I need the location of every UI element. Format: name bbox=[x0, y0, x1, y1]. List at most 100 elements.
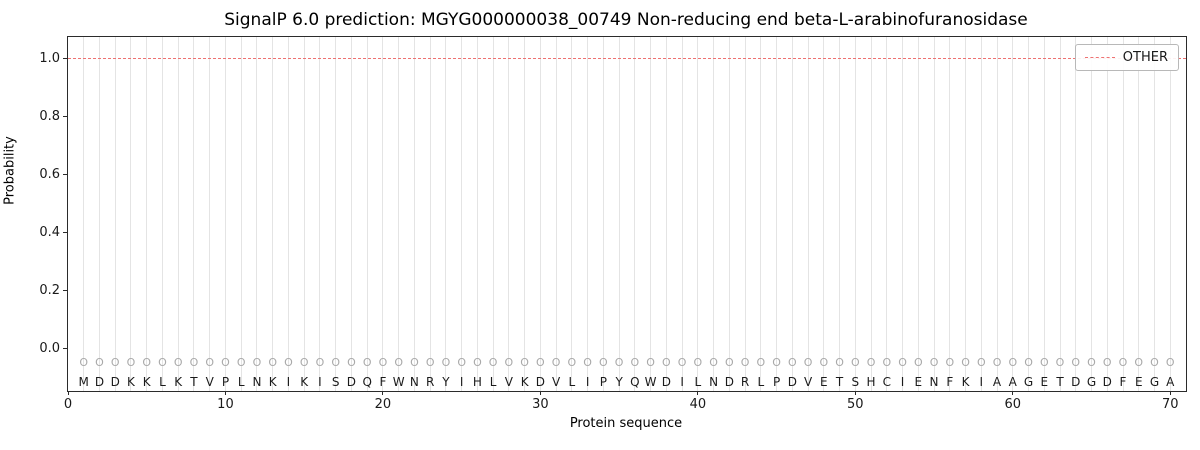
residue-gridline bbox=[146, 37, 148, 391]
residue-marker: O bbox=[567, 356, 577, 370]
y-tick-label: 0.4 bbox=[39, 224, 60, 240]
residue-letter: C bbox=[882, 374, 891, 389]
residue-letter: W bbox=[644, 374, 657, 389]
residue-letter: P bbox=[221, 374, 230, 389]
residue-marker: O bbox=[221, 356, 230, 370]
residue-gridline bbox=[224, 37, 226, 391]
residue-gridline bbox=[508, 37, 510, 391]
residue-marker: O bbox=[1071, 356, 1081, 370]
y-tick-label: 0.8 bbox=[39, 108, 60, 124]
residue-gridline bbox=[319, 37, 321, 391]
residue-marker: O bbox=[1102, 356, 1112, 370]
residue-letter: E bbox=[820, 374, 828, 389]
x-tick-mark bbox=[224, 391, 226, 395]
residue-gridline bbox=[650, 37, 652, 391]
residue-letter: H bbox=[472, 374, 482, 389]
residue-gridline bbox=[902, 37, 904, 391]
residue-gridline bbox=[303, 37, 305, 391]
residue-gridline bbox=[965, 37, 967, 391]
residue-letter: K bbox=[300, 374, 309, 389]
y-tick-mark bbox=[63, 116, 67, 118]
residue-marker: O bbox=[315, 356, 325, 370]
residue-marker: O bbox=[110, 356, 120, 370]
legend-dashed-line-icon bbox=[1084, 57, 1115, 58]
x-tick-mark bbox=[1012, 391, 1014, 395]
y-tick-label: 1.0 bbox=[39, 50, 60, 66]
residue-gridline bbox=[1012, 37, 1014, 391]
residue-gridline bbox=[524, 37, 526, 391]
residue-letter: A bbox=[1008, 374, 1017, 389]
residue-letter: K bbox=[520, 374, 529, 389]
residue-gridline bbox=[1106, 37, 1108, 391]
residue-letter: V bbox=[205, 374, 214, 389]
x-tick-mark bbox=[67, 391, 69, 395]
residue-letter: S bbox=[331, 374, 340, 389]
y-tick-mark bbox=[63, 232, 67, 234]
residue-gridline bbox=[602, 37, 604, 391]
residue-letter: G bbox=[1023, 374, 1034, 389]
residue-marker: O bbox=[599, 356, 608, 370]
residue-letter: L bbox=[489, 374, 497, 389]
residue-marker: O bbox=[913, 356, 923, 370]
residue-gridline bbox=[161, 37, 163, 391]
residue-letter: A bbox=[1166, 374, 1175, 389]
legend: OTHER bbox=[1074, 44, 1179, 71]
residue-gridline bbox=[697, 37, 699, 391]
y-tick-mark bbox=[63, 58, 67, 60]
residue-marker: O bbox=[425, 356, 435, 370]
residue-letter: S bbox=[851, 374, 860, 389]
residue-marker: O bbox=[819, 356, 829, 370]
residue-gridline bbox=[287, 37, 289, 391]
residue-marker: O bbox=[929, 356, 939, 370]
residue-gridline bbox=[1154, 37, 1155, 391]
residue-marker: O bbox=[945, 356, 955, 370]
residue-marker: O bbox=[205, 356, 215, 370]
residue-letter: T bbox=[1056, 374, 1064, 389]
residue-letter: F bbox=[1119, 374, 1127, 389]
residue-letter: V bbox=[803, 374, 813, 389]
residue-marker: O bbox=[693, 356, 703, 370]
residue-marker: O bbox=[961, 356, 970, 370]
x-tick-label: 30 bbox=[532, 397, 549, 412]
residue-marker: O bbox=[677, 356, 687, 370]
residue-gridline bbox=[776, 37, 778, 391]
residue-gridline bbox=[1043, 37, 1045, 391]
residue-gridline bbox=[413, 37, 415, 391]
residue-letter: D bbox=[535, 374, 546, 389]
residue-letter: K bbox=[268, 374, 277, 389]
residue-letter: K bbox=[142, 374, 151, 389]
residue-letter: D bbox=[94, 374, 105, 389]
residue-marker: O bbox=[740, 356, 750, 370]
residue-marker: O bbox=[268, 356, 278, 370]
residue-letter: I bbox=[900, 374, 905, 389]
residue-gridline bbox=[1091, 37, 1093, 391]
residue-letter: I bbox=[979, 374, 984, 389]
residue-marker: O bbox=[976, 356, 986, 370]
residue-gridline bbox=[571, 37, 573, 391]
y-tick-label: 0.0 bbox=[39, 340, 60, 356]
residue-marker: O bbox=[646, 356, 655, 370]
residue-letter: Q bbox=[630, 374, 640, 389]
residue-marker: O bbox=[284, 356, 293, 370]
residue-marker: O bbox=[803, 356, 813, 370]
y-tick-mark bbox=[63, 348, 67, 350]
residue-letter: D bbox=[661, 374, 671, 389]
residue-gridline bbox=[587, 37, 589, 391]
residue-gridline bbox=[949, 37, 951, 391]
residue-gridline bbox=[382, 37, 384, 391]
residue-marker: O bbox=[473, 356, 482, 370]
residue-gridline bbox=[555, 37, 557, 391]
residue-marker: O bbox=[1165, 356, 1175, 370]
residue-letter: P bbox=[599, 374, 607, 389]
x-tick-label: 0 bbox=[63, 397, 73, 412]
x-tick-mark bbox=[1169, 391, 1171, 395]
residue-letter: I bbox=[585, 374, 590, 389]
residue-letter: N bbox=[929, 374, 939, 389]
residue-gridline bbox=[366, 37, 368, 391]
residue-letter: V bbox=[552, 374, 561, 389]
residue-letter: F bbox=[946, 374, 954, 389]
residue-gridline bbox=[807, 37, 809, 391]
residue-letter: I bbox=[459, 374, 464, 389]
residue-gridline bbox=[996, 37, 998, 391]
